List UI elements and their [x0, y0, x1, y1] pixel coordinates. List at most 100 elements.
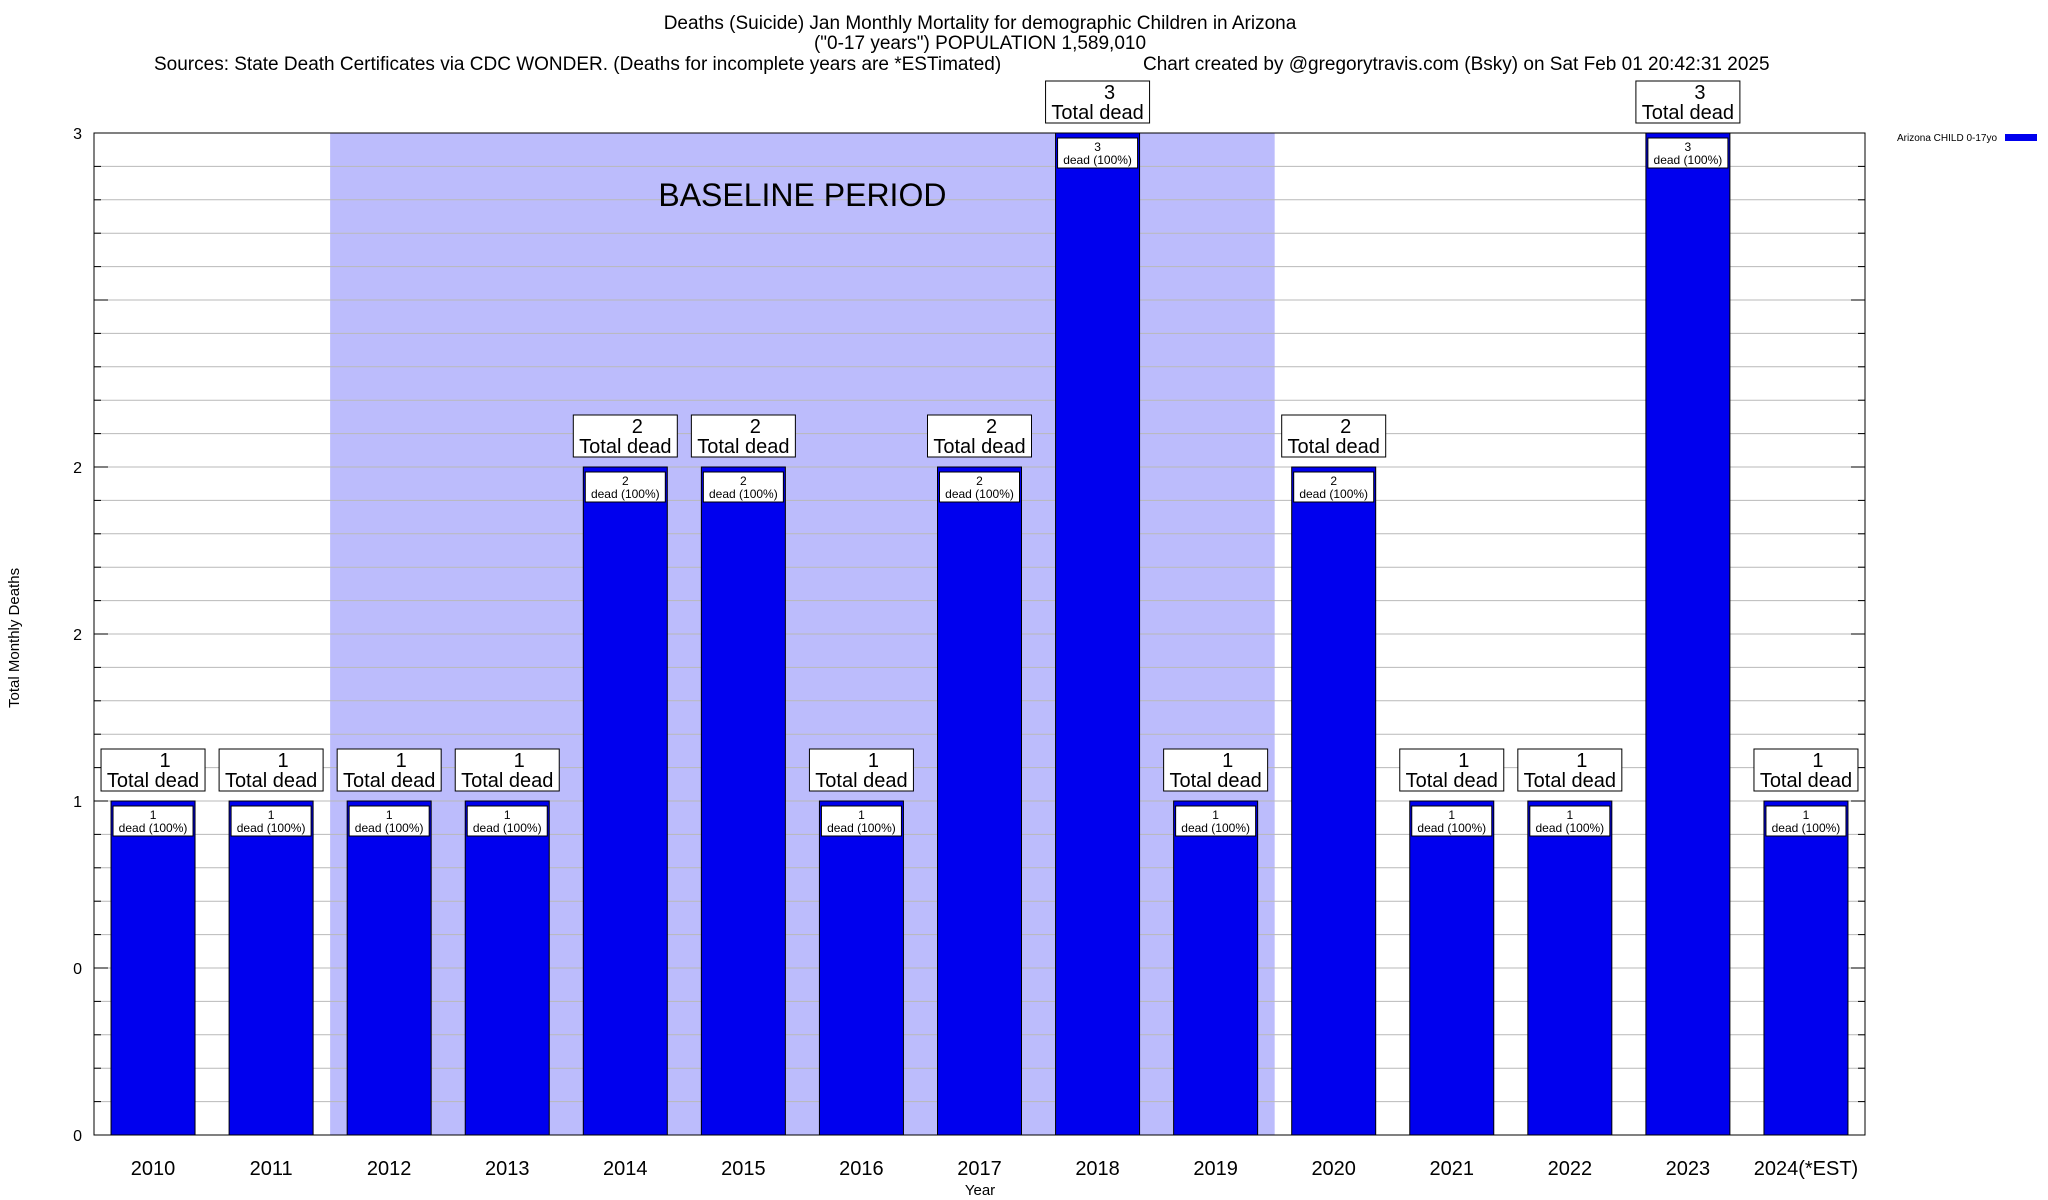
bar-inner-label: dead (100%)	[1299, 487, 1368, 501]
bar-inner-value: 1	[1212, 808, 1219, 822]
bar-total-value: 2	[632, 416, 643, 438]
bar-inner-label: dead (100%)	[827, 821, 896, 835]
bar-inner-value: 1	[268, 808, 275, 822]
bar-inner-label: dead (100%)	[1654, 153, 1723, 167]
bar-inner-value: 1	[504, 808, 511, 822]
bar	[582, 466, 668, 1136]
bar-total-value: 1	[278, 750, 289, 772]
bar-total-label: Total dead	[933, 436, 1025, 458]
bar-total-value: 2	[986, 416, 997, 438]
bar	[1645, 132, 1731, 1136]
bar-total-label-box	[572, 414, 678, 458]
x-tick-label: 2012	[367, 1158, 412, 1180]
legend-label: Arizona CHILD 0-17yo	[1897, 133, 1997, 144]
bar-inner-label-box	[112, 805, 194, 837]
bar	[1527, 800, 1613, 1136]
bar-inner-label-box	[1765, 805, 1847, 837]
bar-total-label-box	[218, 748, 324, 792]
bar-inner-value: 2	[1330, 474, 1337, 488]
bar-inner-value: 1	[1803, 808, 1810, 822]
bar-inner-label-box	[1529, 805, 1611, 837]
bar-inner-label: dead (100%)	[591, 487, 660, 501]
bar-total-label: Total dead	[1288, 436, 1380, 458]
bar-inner-label-box	[939, 471, 1020, 503]
bar-total-label: Total dead	[225, 770, 317, 792]
x-tick-label: 2011	[250, 1158, 293, 1180]
bar-total-value: 1	[396, 750, 407, 772]
bar-total-label-box	[1045, 80, 1151, 124]
chart-sources: Sources: State Death Certificates via CD…	[154, 54, 1002, 75]
bar	[110, 800, 196, 1136]
bar-total-label-box	[1281, 414, 1387, 458]
bar-inner-label-box	[702, 471, 784, 503]
bar-inner-label: dead (100%)	[119, 821, 188, 835]
bar-total-label-box	[100, 748, 206, 792]
bar-inner-label: dead (100%)	[1535, 821, 1604, 835]
bar-inner-label-box	[348, 805, 430, 837]
bar-inner-label: dead (100%)	[237, 821, 306, 835]
x-tick-label: 2022	[1548, 1158, 1593, 1180]
bar-total-label: Total dead	[107, 770, 199, 792]
bar-total-label-box	[808, 748, 914, 792]
bar-total-label: Total dead	[1169, 770, 1261, 792]
bar-inner-label-box	[466, 805, 548, 837]
bar-total-label-box	[690, 414, 796, 458]
bar-inner-label-box	[1293, 471, 1375, 503]
bar-inner-label-box	[230, 805, 312, 837]
bar-total-label-box	[336, 748, 442, 792]
bar-inner-label-box	[584, 471, 666, 503]
bar-inner-value: 2	[976, 474, 983, 488]
x-tick-label: 2023	[1666, 1158, 1711, 1180]
bar-inner-label: dead (100%)	[355, 821, 424, 835]
bar	[700, 466, 786, 1136]
chart-title-line-2: ("0-17 years") POPULATION 1,589,010	[813, 33, 1147, 54]
bar-total-label-box	[1163, 748, 1269, 792]
bar-inner-label: dead (100%)	[1772, 821, 1841, 835]
x-tick-label: 2020	[1311, 1158, 1356, 1180]
bar-inner-label: dead (100%)	[945, 487, 1014, 501]
bar	[818, 800, 904, 1136]
y-tick-label: 3	[73, 126, 82, 143]
bar-inner-value: 1	[150, 808, 157, 822]
bar-inner-label-box	[1411, 805, 1493, 837]
x-tick-label: 2017	[957, 1158, 1002, 1180]
bar-inner-value: 1	[1566, 808, 1573, 822]
bar-inner-label: dead (100%)	[1063, 153, 1132, 167]
bar-total-value: 2	[1340, 416, 1351, 438]
x-axis-title: Year	[964, 1182, 996, 1199]
legend-swatch	[2005, 134, 2037, 141]
y-tick-label: 2	[73, 460, 82, 477]
bar-total-label-box	[927, 414, 1032, 458]
bar-total-value: 1	[1458, 750, 1469, 772]
bar-total-label: Total dead	[1524, 770, 1616, 792]
bar-inner-label-box	[820, 805, 902, 837]
bar-inner-label: dead (100%)	[1181, 821, 1250, 835]
bar	[1409, 800, 1495, 1136]
y-tick-label: 0	[73, 1128, 82, 1145]
x-tick-label: 2014	[603, 1158, 648, 1180]
bar	[1291, 466, 1377, 1136]
bar-inner-value: 3	[1685, 140, 1692, 154]
bar-total-label-box	[1753, 748, 1859, 792]
x-tick-label: 2015	[721, 1158, 766, 1180]
baseline-label: BASELINE PERIOD	[658, 177, 946, 213]
bar-inner-value: 1	[386, 808, 393, 822]
bar-total-label: Total dead	[461, 770, 553, 792]
bar-total-label-box	[1635, 80, 1741, 124]
bar-total-label-box	[1399, 748, 1505, 792]
bar-total-label-box	[1517, 748, 1623, 792]
bar-inner-value: 1	[1448, 808, 1455, 822]
bar-total-label: Total dead	[697, 436, 789, 458]
bar	[1173, 800, 1259, 1136]
bar-total-value: 3	[1694, 82, 1705, 104]
x-tick-label: 2021	[1430, 1158, 1475, 1180]
y-tick-label: 0	[73, 961, 82, 978]
bar-total-value: 1	[1576, 750, 1587, 772]
bar-total-value: 1	[868, 750, 879, 772]
x-tick-label: 2013	[485, 1158, 530, 1180]
bar	[1763, 800, 1849, 1136]
bar-inner-value: 2	[740, 474, 747, 488]
bar-total-value: 1	[1812, 750, 1823, 772]
x-tick-label: 2024(*EST)	[1754, 1158, 1859, 1180]
bar-total-value: 1	[514, 750, 525, 772]
